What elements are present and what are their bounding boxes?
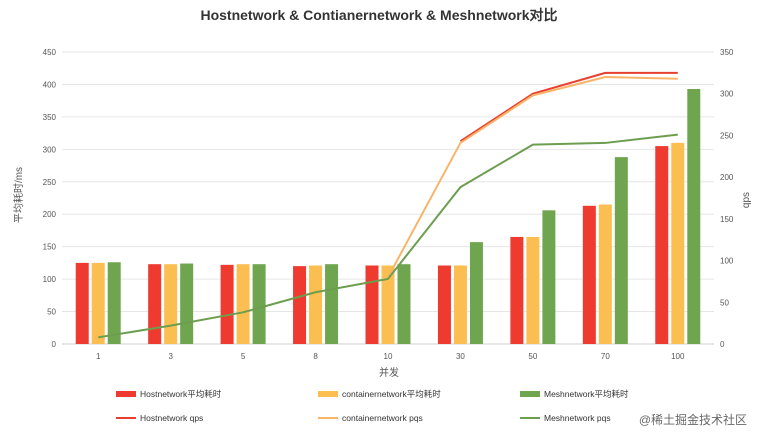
x-tick-label: 70 <box>601 352 610 361</box>
x-tick-label: 3 <box>168 352 173 361</box>
legend-swatch <box>116 391 136 397</box>
bar <box>510 236 524 344</box>
bar <box>598 204 612 344</box>
x-tick-label: 5 <box>241 352 246 361</box>
left-axis-ticks: 0 50 100 150 200 250 300 350 400 450 <box>43 48 57 349</box>
bar <box>252 264 266 344</box>
bar <box>671 142 685 344</box>
bar <box>164 264 178 344</box>
y-left-tick-label: 100 <box>43 275 57 284</box>
y-left-tick-label: 350 <box>43 113 57 122</box>
series-line <box>98 133 678 339</box>
y-right-tick-label: 150 <box>720 215 734 224</box>
bar <box>365 265 379 344</box>
bar <box>293 266 307 344</box>
legend: Hostnetwork平均耗时 containernetwork平均耗时 Meshn… <box>116 389 629 423</box>
y-right-tick-label: 200 <box>720 173 734 182</box>
bar <box>236 264 250 344</box>
bar <box>542 210 556 344</box>
x-tick-label: 100 <box>671 352 685 361</box>
x-tick-label: 50 <box>528 352 537 361</box>
legend-swatch <box>318 391 338 397</box>
bar <box>469 242 483 344</box>
y-right-tick-label: 300 <box>720 90 734 99</box>
y-left-tick-label: 450 <box>43 48 57 57</box>
bar <box>526 236 540 344</box>
y-axis-left-label: 平均耗时/ms <box>13 167 25 223</box>
watermark-text: @稀土掘金技术社区 <box>639 412 747 427</box>
bar <box>614 157 628 344</box>
bar <box>220 264 234 344</box>
chart-title: Hostnetwork & Contianernetwork & Meshnet… <box>200 7 557 23</box>
legend-label: Hostnetwork qps <box>140 413 203 423</box>
bar <box>397 264 411 344</box>
series-line <box>387 76 678 278</box>
x-axis-ticks: 1 3 5 8 10 30 50 70 100 <box>96 352 685 361</box>
y-left-tick-label: 50 <box>47 308 56 317</box>
legend-label: Meshnetwork平均耗时 <box>544 389 629 399</box>
bar <box>75 262 89 344</box>
lines <box>98 71 678 339</box>
bar <box>453 265 467 344</box>
y-left-tick-label: 400 <box>43 80 57 89</box>
legend-label: Meshnetwork pqs <box>544 413 611 423</box>
bars <box>75 88 701 344</box>
y-left-tick-label: 250 <box>43 178 57 187</box>
bar <box>381 265 395 344</box>
y-right-tick-label: 250 <box>720 131 734 140</box>
bar <box>437 265 451 344</box>
bar <box>107 262 121 344</box>
legend-label: containernetwork平均耗时 <box>342 389 441 399</box>
bar <box>309 265 323 344</box>
y-right-tick-label: 0 <box>720 340 725 349</box>
legend-label: containernetwork pqs <box>342 413 423 423</box>
x-tick-label: 30 <box>456 352 465 361</box>
bar <box>180 263 194 344</box>
bar <box>325 264 339 344</box>
y-right-tick-label: 50 <box>720 298 729 307</box>
y-axis-right-label: qps <box>741 192 752 208</box>
x-tick-label: 10 <box>384 352 393 361</box>
bar <box>655 146 669 344</box>
x-axis-label: 并发 <box>379 366 399 379</box>
x-tick-label: 8 <box>313 352 318 361</box>
y-left-tick-label: 200 <box>43 210 57 219</box>
y-left-tick-label: 150 <box>43 243 57 252</box>
y-left-tick-label: 300 <box>43 145 57 154</box>
x-tick-label: 1 <box>96 352 101 361</box>
legend-swatch <box>520 391 540 397</box>
bar <box>91 262 105 344</box>
series-line <box>459 71 678 143</box>
bar <box>687 88 701 344</box>
bar <box>582 205 596 344</box>
legend-label: Hostnetwork平均耗时 <box>140 389 222 399</box>
y-right-tick-label: 100 <box>720 257 734 266</box>
y-right-tick-label: 350 <box>720 48 734 57</box>
y-left-tick-label: 0 <box>52 340 57 349</box>
right-axis-ticks: 0 50 100 150 200 250 300 350 <box>720 48 734 349</box>
bar <box>148 264 162 344</box>
